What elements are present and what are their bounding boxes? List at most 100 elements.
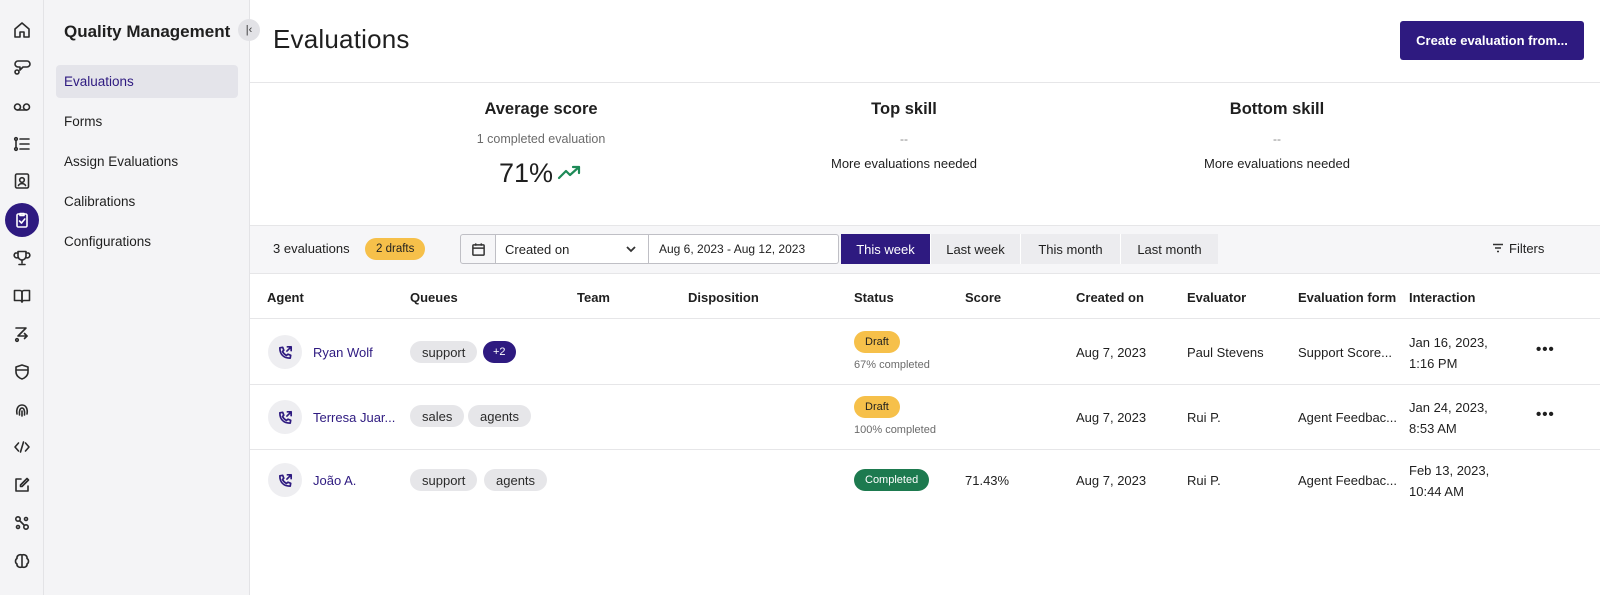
created-on-cell: Aug 7, 2023 <box>1076 345 1147 360</box>
queue-chip: agents <box>468 405 532 427</box>
column-score[interactable]: Score <box>965 290 1002 305</box>
drafts-badge[interactable]: 2 drafts <box>365 238 426 260</box>
trophy-icon[interactable] <box>4 241 40 275</box>
code-icon[interactable] <box>4 430 40 464</box>
create-evaluation-button[interactable]: Create evaluation from... <box>1400 21 1584 60</box>
form-cell: Agent Feedbac... <box>1298 473 1398 488</box>
column-status[interactable]: Status <box>854 290 894 305</box>
created-on-cell: Aug 7, 2023 <box>1076 410 1147 425</box>
status-badge: Draft <box>854 331 900 353</box>
interaction-date: Jan 24, 2023, <box>1409 400 1488 415</box>
routing-icon[interactable] <box>4 317 40 351</box>
more-options-icon[interactable]: ••• <box>1536 341 1555 358</box>
book-icon[interactable] <box>4 279 40 313</box>
agent-name-link[interactable]: Terresa Juar... <box>313 410 396 425</box>
status-badge: Completed <box>854 469 930 491</box>
fingerprint-icon[interactable] <box>4 393 40 427</box>
evaluator-cell: Paul Stevens <box>1187 345 1264 360</box>
queue-chip: support <box>410 469 478 491</box>
queue-chip: support <box>410 341 478 363</box>
outbound-call-icon <box>268 400 302 434</box>
top-skill-title: Top skill <box>871 100 937 118</box>
top-skill-value: -- <box>900 132 908 146</box>
filter-toolbar: 3 evaluations 2 drafts Created on Aug 6,… <box>250 225 1600 274</box>
brain-icon[interactable] <box>4 544 40 578</box>
created-on-cell: Aug 7, 2023 <box>1076 473 1147 488</box>
bottom-skill-title: Bottom skill <box>1229 100 1325 118</box>
nav-item-assign-evaluations[interactable]: Assign Evaluations <box>64 154 179 169</box>
icon-rail <box>0 0 44 595</box>
column-interaction[interactable]: Interaction <box>1409 290 1476 305</box>
voicemail-icon[interactable] <box>4 89 40 123</box>
agent-name-link[interactable]: João A. <box>313 473 357 488</box>
status-progress: 100% completed <box>854 424 936 436</box>
settings-network-icon[interactable] <box>4 506 40 540</box>
date-type-select[interactable]: Created on <box>496 234 649 264</box>
home-icon[interactable] <box>4 13 40 47</box>
interaction-date: Jan 16, 2023, <box>1409 335 1488 350</box>
subnav-title: Quality Management <box>64 22 231 41</box>
form-cell: Support Score... <box>1298 345 1392 360</box>
nav-item-forms[interactable]: Forms <box>64 114 103 129</box>
range-this-month[interactable]: This month <box>1021 234 1121 264</box>
outbound-call-icon <box>268 463 302 497</box>
column-queues[interactable]: Queues <box>410 290 458 305</box>
nav-item-evaluations[interactable]: Evaluations <box>56 65 238 98</box>
column-team[interactable]: Team <box>577 290 610 305</box>
secondary-nav: Quality Management |‹ Evaluations Forms … <box>44 0 260 595</box>
average-score-value: 71% <box>498 158 554 188</box>
evaluation-clipboard-icon[interactable] <box>4 203 40 237</box>
table-row[interactable]: João A. support agents Completed 71.43% … <box>250 450 1600 516</box>
agent-name-link[interactable]: Ryan Wolf <box>313 345 373 360</box>
contacts-icon[interactable] <box>4 164 40 198</box>
average-score-card: Average score 1 completed evaluation 71% <box>391 100 691 189</box>
interaction-time: 1:16 PM <box>1409 356 1458 371</box>
interaction-time: 10:44 AM <box>1409 484 1464 499</box>
interaction-time: 8:53 AM <box>1409 421 1457 436</box>
column-evaluator[interactable]: Evaluator <box>1187 290 1247 305</box>
column-created-on[interactable]: Created on <box>1076 290 1144 305</box>
date-type-value: Created on <box>505 241 570 257</box>
column-disposition[interactable]: Disposition <box>688 290 759 305</box>
table-row[interactable]: Terresa Juar... sales agents Draft 100% … <box>250 385 1600 451</box>
interaction-date: Feb 13, 2023, <box>1409 463 1490 478</box>
queue-chip: agents <box>484 469 548 491</box>
status-progress: 67% completed <box>854 359 930 371</box>
row-divider <box>250 384 1600 385</box>
chevron-down-icon <box>624 242 638 256</box>
nav-item-calibrations[interactable]: Calibrations <box>64 194 136 209</box>
edit-icon[interactable] <box>4 468 40 502</box>
page-title: Evaluations <box>273 24 410 54</box>
filters-button[interactable]: Filters <box>1492 241 1544 256</box>
ai-chat-icon[interactable] <box>4 50 40 84</box>
range-this-week[interactable]: This week <box>841 234 931 264</box>
column-evaluation-form[interactable]: Evaluation form <box>1298 290 1397 305</box>
top-skill-note: More evaluations needed <box>831 156 977 171</box>
more-options-icon[interactable]: ••• <box>1536 406 1555 423</box>
nav-item-configurations[interactable]: Configurations <box>64 234 152 249</box>
score-cell: 71.43% <box>965 473 1010 488</box>
average-score-title: Average score <box>484 100 598 118</box>
header-divider <box>250 82 1600 83</box>
interaction-cell[interactable]: Feb 13, 2023, 10:44 AM <box>1409 460 1489 502</box>
main-content: Evaluations Create evaluation from... Av… <box>250 0 1600 595</box>
calendar-icon[interactable] <box>460 234 496 264</box>
range-last-week[interactable]: Last week <box>931 234 1021 264</box>
interaction-cell[interactable]: Jan 24, 2023, 8:53 AM <box>1409 397 1488 439</box>
interaction-cell[interactable]: Jan 16, 2023, 1:16 PM <box>1409 332 1488 374</box>
status-badge: Draft <box>854 396 900 418</box>
more-queues-chip[interactable]: +2 <box>483 341 516 363</box>
evaluation-count: 3 evaluations <box>273 241 350 256</box>
shield-icon[interactable] <box>4 355 40 389</box>
column-agent[interactable]: Agent <box>267 290 304 305</box>
collapse-left-icon[interactable]: |‹ <box>238 19 260 41</box>
filter-icon <box>1492 241 1504 256</box>
filters-label: Filters <box>1509 241 1545 256</box>
bottom-skill-value: -- <box>1273 132 1281 146</box>
date-range-input[interactable]: Aug 6, 2023 - Aug 12, 2023 <box>649 234 839 264</box>
list-icon[interactable] <box>4 127 40 161</box>
table-row[interactable]: Ryan Wolf support +2 Draft 67% completed… <box>250 319 1600 385</box>
top-skill-card: Top skill -- More evaluations needed <box>754 100 1054 171</box>
average-score-subtitle: 1 completed evaluation <box>476 132 606 146</box>
range-last-month[interactable]: Last month <box>1121 234 1218 264</box>
